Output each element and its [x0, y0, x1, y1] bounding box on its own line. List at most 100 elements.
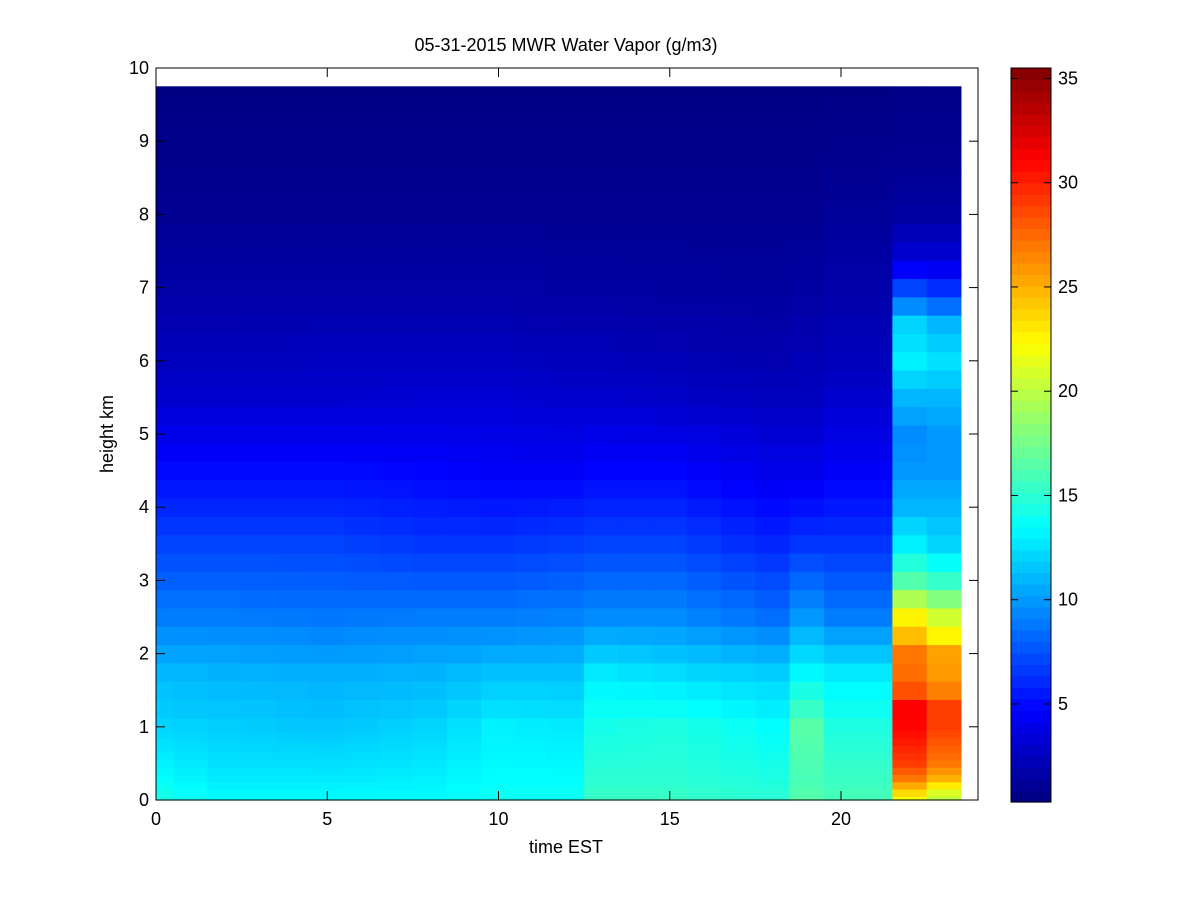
- heatmap-cell: [156, 796, 174, 801]
- heatmap-cell: [549, 717, 585, 732]
- heatmap-cell: [275, 737, 311, 746]
- heatmap-cell: [515, 223, 551, 243]
- heatmap-cell: [926, 681, 962, 700]
- heatmap-cell: [275, 498, 311, 517]
- heatmap-cell: [926, 571, 962, 591]
- heatmap-cell: [207, 223, 243, 243]
- heatmap-cell: [481, 717, 517, 732]
- colorbar-step: [1011, 561, 1051, 574]
- heatmap-cell: [892, 369, 928, 389]
- heatmap-cell: [721, 516, 756, 536]
- heatmap-cell: [584, 369, 619, 389]
- heatmap-cell: [344, 681, 380, 700]
- heatmap-cell: [789, 260, 825, 280]
- heatmap-cell: [275, 186, 311, 206]
- colorbar-step: [1011, 136, 1051, 149]
- heatmap-cell: [584, 662, 619, 682]
- heatmap-cell: [156, 752, 174, 761]
- colorbar-step: [1011, 595, 1051, 608]
- colorbar-step: [1011, 675, 1051, 688]
- heatmap-cell: [823, 552, 859, 572]
- heatmap-cell: [721, 752, 756, 761]
- heatmap-cell: [755, 278, 791, 298]
- heatmap-cell: [344, 699, 380, 719]
- heatmap-cell: [549, 333, 585, 353]
- heatmap-cell: [515, 388, 551, 408]
- colorbar-tick-label: 25: [1058, 277, 1078, 297]
- heatmap-cell: [823, 479, 859, 499]
- heatmap-cell: [447, 717, 482, 732]
- heatmap-cell: [823, 424, 859, 444]
- heatmap-cell: [823, 369, 859, 389]
- heatmap-cell: [173, 644, 208, 664]
- heatmap-cell: [515, 774, 551, 783]
- heatmap-cell: [789, 781, 825, 790]
- heatmap-cell: [344, 461, 380, 481]
- heatmap-cell: [584, 516, 619, 536]
- heatmap-cell: [310, 186, 345, 206]
- heatmap-cell: [721, 424, 756, 444]
- heatmap-cell: [584, 479, 619, 499]
- heatmap-cell: [207, 260, 243, 280]
- heatmap-cell: [241, 424, 277, 444]
- heatmap-cell: [310, 571, 345, 591]
- colorbar-step: [1011, 779, 1051, 792]
- heatmap-cell: [515, 315, 551, 334]
- heatmap-cell: [892, 552, 928, 572]
- heatmap-cell: [823, 315, 859, 334]
- heatmap-cell: [618, 150, 654, 170]
- heatmap-cell: [207, 552, 243, 572]
- heatmap-cell: [275, 443, 311, 463]
- heatmap-cell: [241, 296, 277, 316]
- heatmap-cell: [344, 424, 380, 444]
- heatmap-cell: [173, 278, 208, 298]
- colorbar-step: [1011, 641, 1051, 654]
- heatmap-cell: [515, 186, 551, 206]
- heatmap-cell: [156, 223, 174, 243]
- heatmap-cell: [310, 278, 345, 298]
- heatmap-cell: [892, 767, 928, 775]
- heatmap-cell: [156, 406, 174, 426]
- heatmap-cell: [721, 681, 756, 700]
- heatmap-cell: [618, 681, 654, 700]
- x-axis-label: time EST: [529, 837, 603, 857]
- heatmap-cell: [584, 759, 619, 768]
- heatmap-cell: [823, 730, 859, 739]
- heatmap-cell: [344, 571, 380, 591]
- heatmap-cell: [618, 296, 654, 316]
- heatmap-cell: [275, 717, 311, 732]
- heatmap-cell: [447, 681, 482, 700]
- heatmap-cell: [447, 95, 482, 115]
- heatmap-cell: [173, 730, 208, 739]
- heatmap-cell: [515, 745, 551, 754]
- heatmap-cell: [515, 369, 551, 389]
- heatmap-cell: [892, 699, 928, 719]
- heatmap-cell: [207, 498, 243, 517]
- heatmap-cell: [378, 333, 414, 353]
- heatmap-cell: [858, 681, 893, 700]
- colorbar-step: [1011, 698, 1051, 711]
- heatmap-cell: [789, 737, 825, 746]
- heatmap-cell: [156, 730, 174, 739]
- heatmap-cell: [823, 781, 859, 790]
- heatmap-cell: [858, 95, 893, 115]
- y-tick-label: 7: [139, 278, 149, 298]
- heatmap-cell: [207, 369, 243, 389]
- heatmap-cell: [858, 745, 893, 754]
- heatmap-cell: [412, 443, 448, 463]
- heatmap-cell: [275, 534, 311, 554]
- heatmap-cell: [892, 260, 928, 280]
- colorbar-step: [1011, 148, 1051, 161]
- heatmap-cell: [549, 424, 585, 444]
- heatmap-cell: [173, 774, 208, 783]
- heatmap-cell: [721, 461, 756, 481]
- heatmap-cell: [892, 589, 928, 609]
- heatmap-cell: [515, 796, 551, 801]
- heatmap-cell: [310, 774, 345, 783]
- heatmap-cell: [686, 752, 722, 761]
- heatmap-cell: [858, 774, 893, 783]
- heatmap-cell: [447, 479, 482, 499]
- colorbar-step: [1011, 79, 1051, 92]
- heatmap-cell: [207, 150, 243, 170]
- heatmap-cell: [858, 86, 893, 97]
